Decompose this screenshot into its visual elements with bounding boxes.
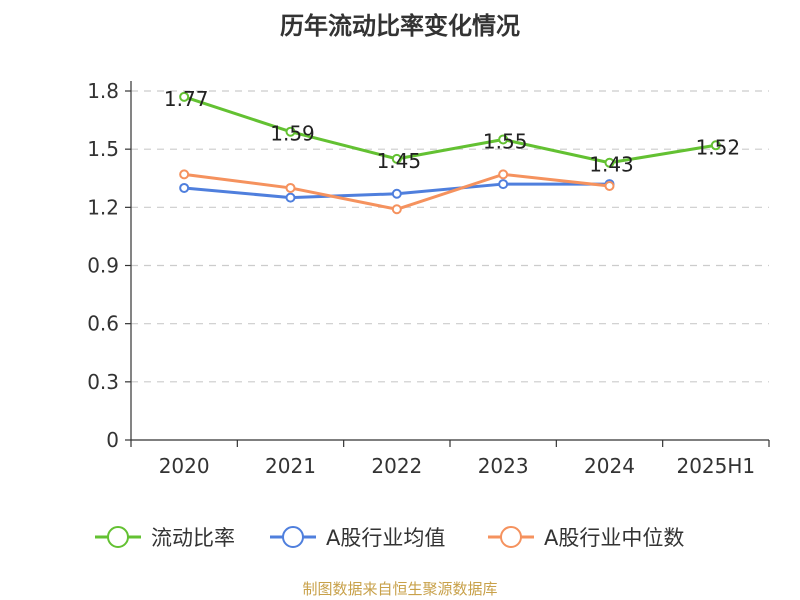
legend: 流动比率 A股行业均值 A股行业中位数	[95, 526, 684, 550]
y-tick-label: 1.8	[87, 79, 119, 103]
x-tick-label: 2025H1	[676, 454, 755, 478]
data-point	[710, 140, 721, 151]
legend-marker	[107, 526, 129, 548]
data-label: 1.77	[164, 87, 209, 111]
legend-label: A股行业中位数	[544, 526, 684, 550]
data-label-layer: 1.77 1.59 1.45 1.55 1.43 1.52	[164, 87, 740, 177]
data-point	[498, 179, 509, 190]
legend-marker	[282, 526, 304, 548]
data-point	[391, 188, 402, 199]
data-point	[391, 153, 402, 164]
y-tick-label: 0.3	[87, 370, 119, 394]
data-point	[285, 192, 296, 203]
y-tick-label: 1.5	[87, 137, 119, 161]
data-point	[179, 182, 190, 193]
axis-layer: 0 0.3 0.6 0.9 1.2 1.5 1.8 2020 2021 2022 2023 2024 2…	[87, 79, 770, 478]
data-point	[179, 169, 190, 180]
data-point	[285, 126, 296, 137]
data-label: 1.55	[483, 129, 528, 153]
grid-layer	[131, 90, 769, 383]
x-tick-label: 2023	[478, 454, 529, 478]
series-layer	[179, 91, 721, 215]
data-point	[285, 182, 296, 193]
data-label: 1.59	[270, 122, 315, 146]
data-label: 1.43	[589, 153, 634, 177]
series-line	[183, 95, 717, 165]
data-label: 1.45	[377, 149, 422, 173]
y-tick-label: 0	[106, 428, 119, 452]
data-point	[498, 134, 509, 145]
source-note: 制图数据来自恒生聚源数据库	[302, 580, 497, 598]
chart-title: 历年流动比率变化情况	[280, 12, 520, 40]
data-point	[604, 181, 615, 192]
data-point	[179, 91, 190, 102]
data-label: 1.52	[696, 135, 741, 159]
data-point	[604, 157, 615, 168]
x-tick-label: 2022	[371, 454, 422, 478]
y-tick-label: 0.6	[87, 312, 119, 336]
data-point	[391, 204, 402, 215]
y-tick-label: 1.2	[87, 195, 119, 219]
x-tick-label: 2021	[265, 454, 316, 478]
legend-label: 流动比率	[151, 526, 235, 550]
legend-marker	[500, 526, 522, 548]
data-point	[498, 169, 509, 180]
x-tick-label: 2024	[584, 454, 635, 478]
legend-label: A股行业均值	[326, 526, 445, 550]
y-tick-label: 0.9	[87, 254, 119, 278]
x-tick-label: 2020	[159, 454, 210, 478]
